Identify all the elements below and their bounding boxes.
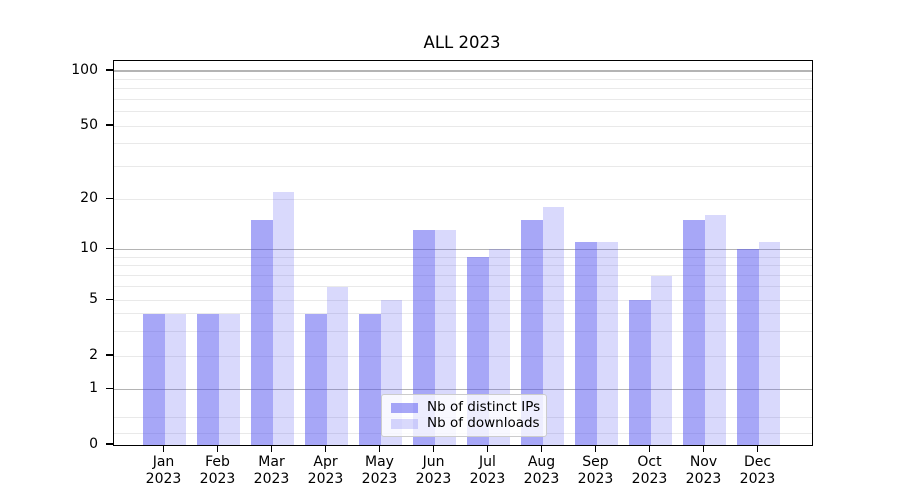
x-axis-tick-label: Nov 2023 [685,454,722,487]
bar-distinct-ips [575,242,597,445]
x-axis-tick-mark [594,445,597,452]
bar-downloads [704,215,726,445]
x-axis-tick-mark [702,445,705,452]
gridline-minor [114,355,812,357]
bar-distinct-ips [683,220,705,445]
gridline-minor [114,313,812,315]
y-axis-tick-mark [106,387,113,389]
x-axis-tick-label: Aug 2023 [523,454,560,487]
bar-distinct-ips [305,313,327,445]
bar-distinct-ips [521,220,543,445]
gridline-minor [114,78,812,80]
gridline-minor [114,143,812,145]
x-axis-tick-mark [324,445,327,452]
x-axis-tick-label: May 2023 [361,454,398,487]
gridline-minor [114,299,812,301]
bar-distinct-ips [359,313,381,445]
chart-title: ALL 2023 [423,33,501,52]
x-axis-tick-mark [378,445,381,452]
x-axis-tick-label: Jun 2023 [415,454,452,487]
gridline-minor [114,256,812,258]
y-axis-tick-label: 2 [89,347,98,363]
bar-downloads [218,313,240,445]
gridline-minor [114,275,812,277]
y-axis-tick-mark [106,247,113,249]
bar-distinct-ips [737,249,759,445]
legend: Nb of distinct IPs Nb of downloads [381,394,547,437]
legend-row-downloads: Nb of downloads [391,415,540,431]
y-axis-tick-label: 100 [71,62,98,78]
y-axis-tick-label: 10 [80,240,98,257]
gridline-minor [114,111,812,113]
bar-downloads [758,242,780,445]
bar-downloads [650,275,672,445]
bar-distinct-ips [629,300,651,445]
gridline-minor [114,98,812,100]
x-axis-tick-label: Oct 2023 [631,454,668,487]
bar-distinct-ips [197,313,219,445]
x-axis-tick-mark [216,445,219,452]
bar-downloads [326,286,348,445]
y-axis-tick-mark [106,298,113,300]
x-axis-tick-label: Feb 2023 [199,454,236,487]
bar-downloads [272,191,294,445]
bar-downloads [596,242,618,445]
bar-distinct-ips [251,220,273,445]
y-axis-tick-mark [106,124,113,126]
y-axis-tick-mark [106,354,113,356]
x-axis-tick-label: Mar 2023 [253,454,290,487]
x-axis-tick-mark [486,445,489,452]
gridline-minor [114,125,812,127]
legend-swatch-distinct-ips [391,402,418,413]
plot-area: Nb of distinct IPs Nb of downloads [113,60,813,446]
y-axis-tick-mark [106,197,113,199]
y-axis-tick-label: 5 [89,291,98,308]
gridline-major [114,70,812,72]
gridline-minor [114,330,812,332]
x-axis-tick-label: Sep 2023 [577,454,614,487]
bar-downloads [434,230,456,445]
x-axis-tick-mark [270,445,273,452]
x-axis-tick-mark [162,445,165,452]
bar-distinct-ips [143,313,165,445]
x-axis-tick-label: Dec 2023 [739,454,776,487]
gridline-minor [114,88,812,90]
x-axis-tick-label: Apr 2023 [307,454,344,487]
legend-label-downloads: Nb of downloads [427,415,540,431]
gridline-minor [114,198,812,200]
legend-label-distinct-ips: Nb of distinct IPs [427,399,541,415]
bar-distinct-ips [413,230,435,445]
gridline-minor [114,286,812,288]
x-axis-tick-mark [540,445,543,452]
legend-row-distinct-ips: Nb of distinct IPs [391,399,541,415]
x-axis-tick-label: Jul 2023 [469,454,506,487]
x-axis-tick-label: Jan 2023 [145,454,182,487]
gridline-minor [114,166,812,168]
bar-downloads [542,206,564,445]
bar-downloads [164,313,186,445]
y-axis-tick-mark [106,69,113,71]
y-axis-tick-label: 50 [80,117,98,133]
x-axis-tick-mark [432,445,435,452]
legend-swatch-downloads [391,418,418,429]
gridline-major [114,388,812,390]
x-axis-tick-mark [756,445,759,452]
gridline-minor [114,265,812,267]
y-axis-tick-label: 1 [89,380,98,397]
y-axis-tick-label: 20 [80,190,98,207]
y-axis-tick-label: 0 [89,436,98,452]
gridline-major [114,248,812,250]
x-axis-tick-mark [648,445,651,452]
y-axis-tick-mark [106,443,113,445]
